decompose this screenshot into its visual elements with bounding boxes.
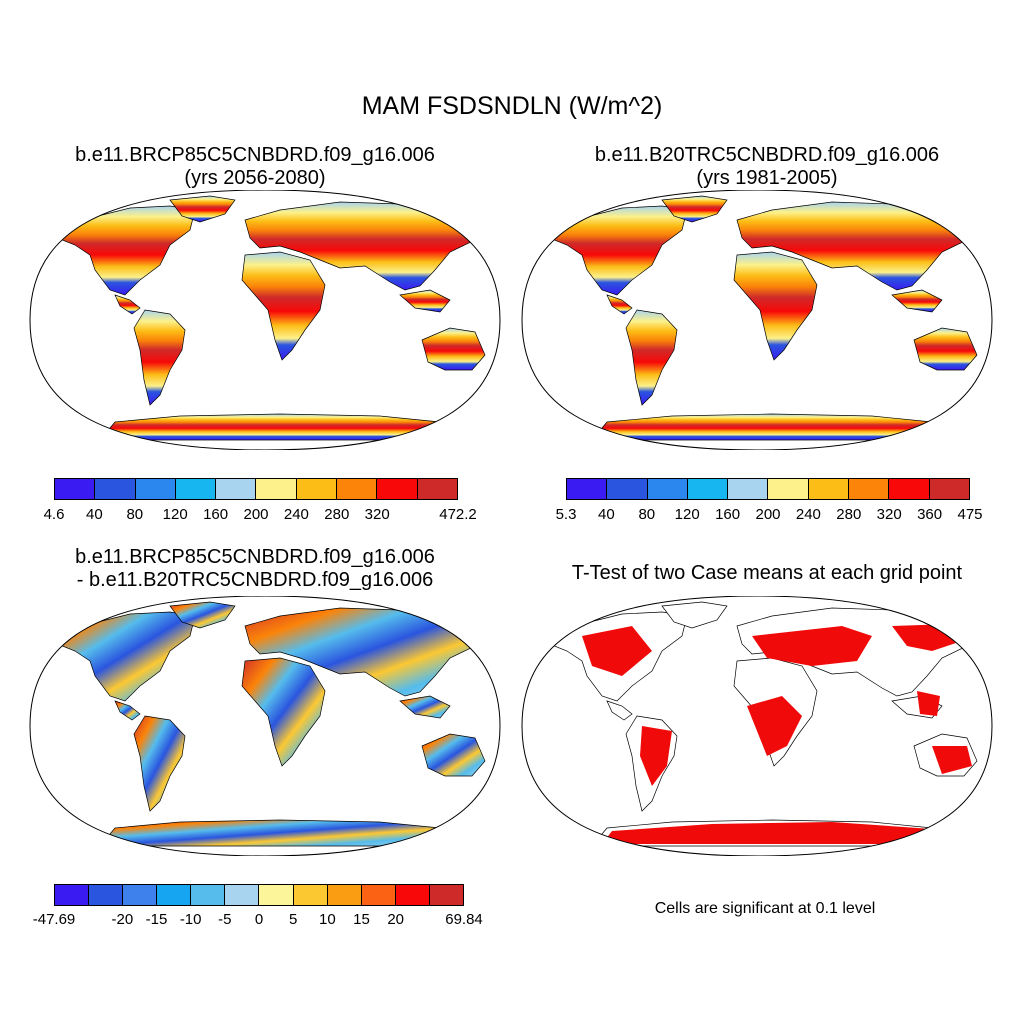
future-colorbar-swatch: [175, 479, 217, 499]
ttest-significance-map: [512, 596, 1002, 856]
difference-colorbar-swatch: [191, 885, 226, 905]
difference-colorbar-tick-label: -20: [111, 911, 134, 928]
significance-note: Cells are significant at 0.1 level: [654, 900, 876, 917]
baseline-colorbar-tick-label: 5.3: [555, 506, 577, 523]
difference-colorbar-labels: -47.69 -20 -15 -10 -5 0 5 10 15 20 69.84: [33, 911, 483, 929]
baseline-colorbar-swatch: [889, 479, 930, 499]
future-colorbar-swatch: [256, 479, 297, 499]
difference-map: [20, 596, 510, 856]
future-colorbar-tick-label: 40: [86, 506, 103, 523]
ttest-title-line1: T-Test of two Case means at each grid po…: [571, 562, 963, 584]
future-colorbar-swatch: [337, 479, 378, 499]
future-colorbar-tick-label: 4.6: [43, 506, 65, 523]
baseline-climatology-map: [512, 190, 1002, 450]
future-colorbar-swatch: [55, 479, 96, 499]
baseline-colorbar-tick-label: 280: [836, 506, 862, 523]
future-colorbar-tick-label: 472.2: [439, 506, 477, 523]
baseline-colorbar-swatch: [687, 479, 729, 499]
baseline-colorbar-tick-label: 200: [755, 506, 781, 523]
ttest-panel-title: T-Test of two Case means at each grid po…: [522, 562, 1012, 585]
baseline-panel-title: b.e11.B20TRC5CNBDRD.f09_g16.006 (yrs 198…: [522, 144, 1012, 190]
future-colorbar-tick-label: 120: [162, 506, 188, 523]
difference-colorbar-tick-label: -5: [218, 911, 232, 928]
difference-colorbar-tick-label: -10: [179, 911, 202, 928]
future-colorbar-tick-label: 240: [283, 506, 309, 523]
future-colorbar-tick-label: 280: [324, 506, 350, 523]
difference-colorbar-tick-label: 0: [254, 911, 264, 928]
baseline-colorbar-labels: 5.3 40 80 120 160 200 240 280 320 360 475: [556, 506, 983, 524]
future-colorbar-swatch: [135, 479, 176, 499]
difference-title-line2: - b.e11.B20TRC5CNBDRD.f09_g16.006: [76, 569, 434, 591]
future-colorbar-swatch: [296, 479, 338, 499]
baseline-colorbar-swatch: [768, 479, 809, 499]
difference-colorbar-swatch: [361, 885, 396, 905]
future-colorbar-tick-label: 160: [203, 506, 229, 523]
baseline-colorbar-tick-label: 240: [795, 506, 821, 523]
future-colorbar-swatch: [417, 479, 457, 499]
baseline-colorbar-swatch: [607, 479, 648, 499]
baseline-title-line2: (yrs 1981-2005): [696, 167, 838, 189]
difference-colorbar-swatch: [55, 885, 90, 905]
difference-colorbar-swatch: [429, 885, 463, 905]
future-colorbar-tick-label: 200: [243, 506, 269, 523]
difference-colorbar-tick-label: -47.69: [32, 911, 76, 928]
main-title: MAM FSDSNDLN (W/m^2): [361, 92, 663, 120]
future-colorbar-tick-label: 80: [126, 506, 144, 523]
baseline-colorbar-tick-label: 160: [715, 506, 741, 523]
future-colorbar-swatch: [216, 479, 257, 499]
difference-panel-title: b.e11.BRCP85C5CNBDRD.f09_g16.006 - b.e11…: [10, 546, 500, 592]
baseline-colorbar-tick-label: 475: [957, 506, 983, 523]
difference-colorbar-tick-label: 10: [318, 911, 336, 928]
baseline-title-line1: b.e11.B20TRC5CNBDRD.f09_g16.006: [594, 144, 940, 166]
baseline-colorbar-swatch: [728, 479, 769, 499]
baseline-colorbar-tick-label: 80: [638, 506, 656, 523]
baseline-colorbar-swatch: [929, 479, 969, 499]
future-colorbar-swatch: [95, 479, 136, 499]
baseline-colorbar-tick-label: 40: [598, 506, 615, 523]
baseline-colorbar-tick-label: 320: [876, 506, 902, 523]
difference-colorbar-tick-label: 15: [353, 911, 370, 928]
difference-colorbar-swatch: [157, 885, 192, 905]
difference-colorbar-swatch: [327, 885, 362, 905]
future-colorbar: [54, 478, 458, 500]
baseline-colorbar-tick-label: 120: [674, 506, 700, 523]
difference-colorbar-swatch: [395, 885, 430, 905]
difference-title-line1: b.e11.BRCP85C5CNBDRD.f09_g16.006: [75, 546, 435, 568]
difference-colorbar-swatch: [259, 885, 294, 905]
difference-colorbar-swatch: [123, 885, 158, 905]
future-title-line2: (yrs 2056-2080): [184, 167, 326, 189]
difference-colorbar-tick-label: 5: [288, 911, 298, 928]
baseline-colorbar: [566, 478, 970, 500]
future-colorbar-labels: 4.6 40 80 120 160 200 240 280 320 472.2: [44, 506, 477, 524]
difference-colorbar-swatch: [293, 885, 328, 905]
baseline-colorbar-swatch: [849, 479, 890, 499]
baseline-colorbar-swatch: [567, 479, 608, 499]
future-panel-title: b.e11.BRCP85C5CNBDRD.f09_g16.006 (yrs 20…: [10, 144, 500, 190]
baseline-colorbar-swatch: [647, 479, 688, 499]
difference-colorbar-tick-label: 20: [387, 911, 404, 928]
future-colorbar-tick-label: 320: [364, 506, 390, 523]
future-title-line1: b.e11.BRCP85C5CNBDRD.f09_g16.006: [75, 144, 435, 166]
future-colorbar-swatch: [377, 479, 418, 499]
difference-colorbar-tick-label: 69.84: [445, 911, 483, 928]
baseline-colorbar-tick-label: 360: [917, 506, 943, 523]
future-climatology-map: [20, 190, 510, 450]
difference-colorbar-tick-label: -15: [145, 911, 168, 928]
difference-colorbar: [54, 884, 464, 906]
baseline-colorbar-swatch: [808, 479, 850, 499]
difference-colorbar-swatch: [89, 885, 124, 905]
difference-colorbar-swatch: [225, 885, 260, 905]
